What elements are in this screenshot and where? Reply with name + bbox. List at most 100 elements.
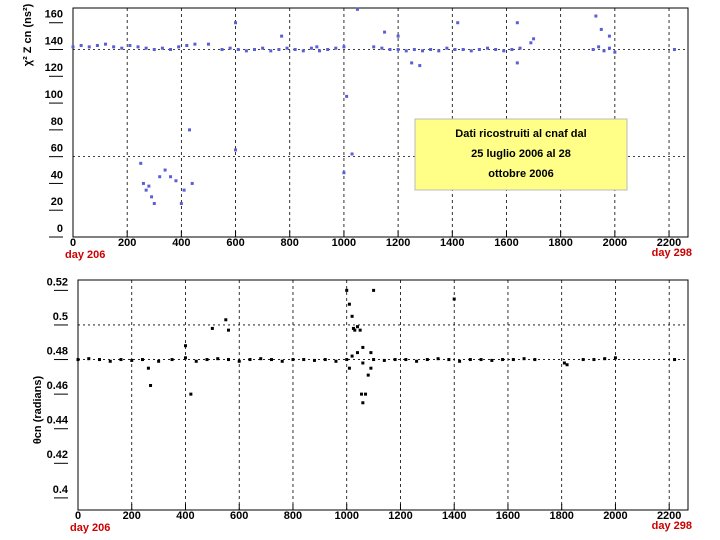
y-tick-label: 140	[45, 35, 63, 47]
data-point	[415, 359, 419, 363]
data-point	[372, 288, 376, 292]
data-point	[157, 359, 161, 363]
data-point	[301, 49, 305, 53]
plot-frame	[77, 279, 689, 511]
data-point	[613, 356, 617, 360]
y-tick-label: 160	[45, 9, 63, 21]
data-point	[261, 46, 265, 50]
data-point	[234, 148, 238, 152]
data-point	[237, 359, 241, 363]
data-point	[469, 49, 473, 53]
y-axis-label: θcn (radians)	[32, 376, 44, 445]
data-point	[361, 345, 365, 349]
data-point	[410, 61, 414, 65]
data-point	[112, 45, 116, 49]
data-point	[420, 49, 424, 53]
y-tick-label: 0.46	[47, 380, 68, 392]
data-point	[189, 392, 193, 396]
data-point	[285, 46, 289, 50]
data-point	[163, 168, 167, 172]
x-tick-label: 1400	[442, 510, 466, 522]
y-tick-label: 60	[51, 143, 63, 155]
data-point	[248, 358, 252, 362]
data-point	[562, 361, 566, 365]
x-tick-label: 400	[176, 510, 194, 522]
data-point	[515, 21, 519, 25]
x-tick-label: 2000	[603, 237, 627, 249]
data-point	[479, 358, 483, 362]
annotation-line: ottobre 2006	[488, 168, 553, 180]
data-point	[404, 358, 408, 362]
data-point	[108, 359, 112, 363]
data-point	[95, 43, 99, 47]
data-point	[360, 392, 364, 396]
data-point	[412, 48, 416, 52]
data-point	[210, 326, 214, 330]
data-point	[345, 358, 349, 362]
data-point	[280, 359, 284, 363]
data-point	[97, 358, 101, 362]
data-point	[234, 21, 238, 25]
data-point	[396, 34, 400, 38]
data-point	[437, 49, 441, 53]
data-point	[345, 94, 349, 98]
data-point	[76, 358, 80, 362]
data-point	[149, 383, 153, 387]
plot-frame	[72, 7, 689, 238]
data-point	[358, 328, 362, 332]
x-tick-label: 1800	[548, 237, 572, 249]
data-point	[607, 46, 611, 50]
data-point	[179, 202, 183, 206]
data-point	[269, 49, 273, 53]
data-point	[236, 48, 240, 52]
data-point	[361, 401, 365, 405]
x-tick-label: 1800	[549, 510, 573, 522]
data-point	[477, 48, 481, 52]
data-point	[453, 48, 457, 52]
data-point	[518, 46, 522, 50]
annotation-line: 25 luglio 2006 al 28	[471, 148, 571, 160]
data-point	[350, 314, 354, 318]
annotation-line: Dati ricostruiti al cnaf dal	[455, 128, 586, 140]
data-point	[355, 7, 359, 11]
data-point	[486, 46, 490, 50]
data-point	[71, 45, 75, 49]
y-tick-label: 0.48	[47, 345, 68, 357]
y-tick-label: 0	[57, 223, 63, 235]
data-point	[429, 48, 433, 52]
data-point	[458, 359, 462, 363]
data-point	[342, 45, 346, 49]
data-point	[136, 45, 140, 49]
data-point	[532, 37, 536, 41]
data-point	[602, 49, 606, 53]
x-tick-label: 2200	[657, 237, 681, 249]
data-point	[253, 48, 257, 52]
data-point	[194, 359, 198, 363]
y-tick-label: 20	[51, 196, 63, 208]
data-point	[369, 366, 373, 370]
data-point	[205, 358, 209, 362]
corner-label: day 298	[652, 247, 692, 259]
data-point	[150, 195, 154, 199]
x-tick-label: 400	[172, 237, 190, 249]
data-point	[79, 43, 83, 47]
data-point	[293, 48, 297, 52]
data-point	[529, 41, 533, 45]
data-point	[277, 48, 281, 52]
data-point	[456, 21, 460, 25]
data-point	[501, 358, 505, 362]
data-point	[140, 358, 144, 362]
data-point	[185, 43, 189, 47]
data-point	[581, 358, 585, 362]
x-tick-label: 800	[284, 510, 302, 522]
data-point	[436, 357, 440, 361]
data-point	[396, 48, 400, 52]
data-point	[382, 358, 386, 362]
data-point	[510, 48, 514, 52]
data-point	[187, 128, 191, 132]
x-tick-label: 1000	[334, 510, 358, 522]
data-point	[388, 48, 392, 52]
data-point	[607, 34, 611, 38]
data-point	[445, 46, 449, 50]
data-point	[220, 48, 224, 52]
